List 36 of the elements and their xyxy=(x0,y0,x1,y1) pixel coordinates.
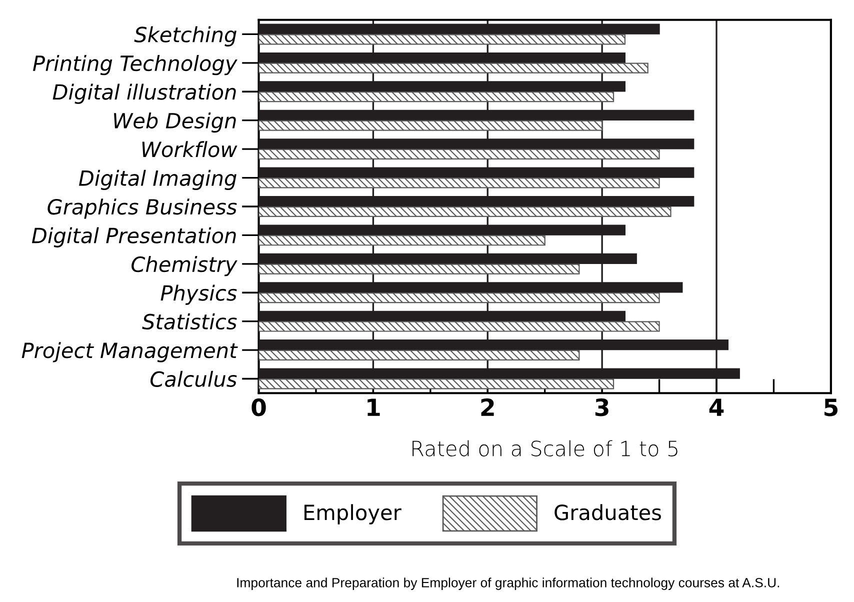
y-tick-label: Calculus xyxy=(150,370,237,387)
y-tick-label: Printing Technology xyxy=(33,55,238,76)
y-tick-label: Sketching xyxy=(134,26,236,46)
y-tick-label: Project Management xyxy=(22,342,238,362)
bar xyxy=(258,292,660,304)
y-tick-label: Physics xyxy=(160,284,237,305)
bar xyxy=(258,235,546,246)
x-tick-label: 0 xyxy=(252,398,266,416)
x-tick-label: 2 xyxy=(481,398,494,416)
y-tick-label: Statistics xyxy=(142,313,237,330)
y-tick-label: Graphics Business xyxy=(48,198,237,219)
x-tick-label: 1 xyxy=(368,398,380,416)
bar xyxy=(258,120,603,131)
legend-label: Employer xyxy=(304,504,402,524)
bar xyxy=(258,34,626,45)
y-tick-label: Digital Imaging xyxy=(78,170,236,190)
bar xyxy=(258,264,580,274)
x-tick-label: 3 xyxy=(595,398,608,416)
legend-label: Graduates xyxy=(554,504,661,520)
y-tick-label: Chemistry xyxy=(132,256,238,276)
bar xyxy=(258,350,580,361)
x-tick-label: 5 xyxy=(824,398,838,416)
bar xyxy=(258,148,660,160)
bar xyxy=(258,178,660,188)
bar xyxy=(258,378,614,390)
bar xyxy=(258,206,672,217)
text: Importance and Preparation by Employer of graphic information technology courses at A.S.U. xyxy=(237,578,780,590)
bar xyxy=(258,321,660,332)
bar xyxy=(258,62,648,74)
y-tick-label: Workflow xyxy=(142,141,238,158)
bar xyxy=(258,92,614,102)
y-tick-label: Web Design xyxy=(114,112,236,133)
y-tick-label: Digital Presentation xyxy=(32,227,236,248)
x-axis-title: Rated on a Scale of 1 to 5 xyxy=(412,440,678,456)
y-tick-label: Digital illustration xyxy=(52,84,236,104)
x-tick-label: 4 xyxy=(709,398,724,416)
